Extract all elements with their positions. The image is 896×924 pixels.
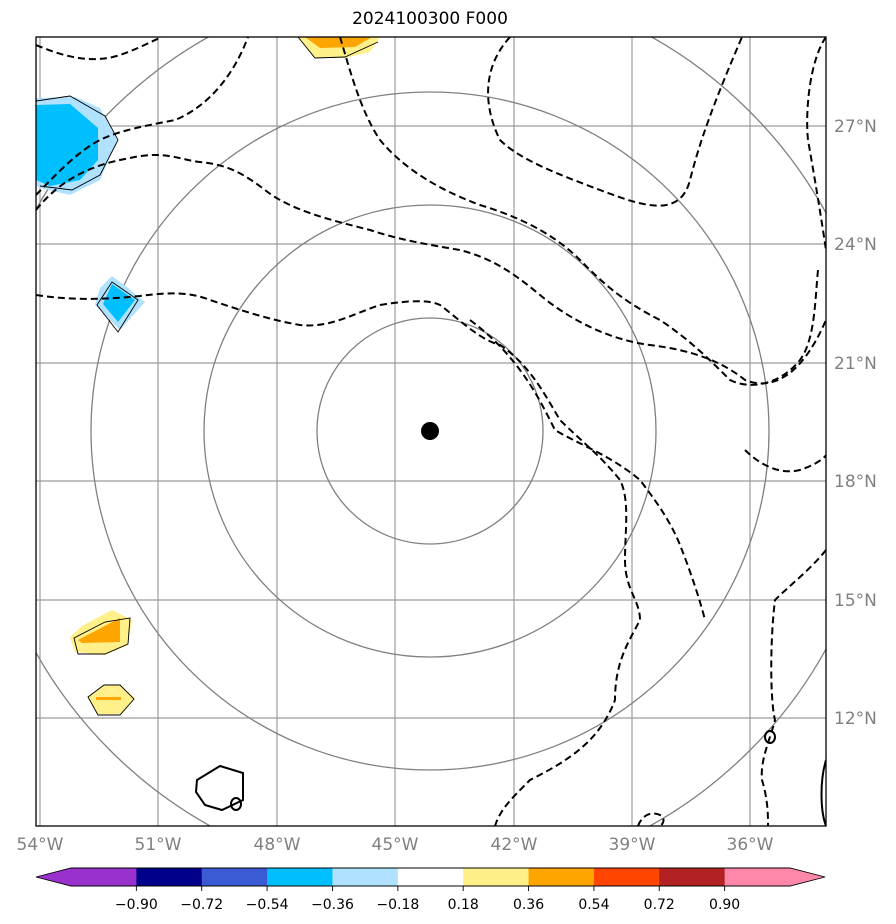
orange-core-west2: [96, 697, 121, 700]
outline-west2: [87, 684, 135, 716]
lat-label-15n: 15°N: [834, 591, 877, 611]
range-ring-1: [316, 317, 544, 545]
shaded-anomalies: [36, 37, 380, 714]
lon-label-51w: 51°W: [135, 835, 182, 855]
dashed-contours: [36, 37, 826, 826]
colorbar-segment: [332, 868, 399, 886]
colorbar-tick-label: −0.54: [246, 897, 289, 913]
range-ring-2: [203, 204, 657, 658]
dashed-contour-8: [469, 319, 706, 621]
colorbar-tick-label: 0.18: [448, 897, 479, 913]
colorbar: −0.90 −0.72 −0.54 −0.36 −0.18 0.18 0.36 0.54 0.7…: [35, 867, 826, 913]
range-ring-3: [90, 91, 770, 771]
lat-labels: 27°N 24°N 21°N 18°N 15°N 12°N: [834, 117, 877, 729]
colorbar-segment: [659, 868, 726, 886]
colorbar-segment: [724, 868, 791, 886]
dashed-contour-3: [36, 154, 826, 385]
colorbar-segment: [463, 868, 530, 886]
storm-center-marker: [421, 422, 439, 440]
colorbar-tick-label: 0.36: [513, 897, 544, 913]
lat-label-27n: 27°N: [834, 117, 877, 137]
orange-core-north: [305, 37, 372, 48]
colorbar-tick-label: 0.90: [709, 897, 740, 913]
dashed-contour-7: [806, 37, 826, 251]
map-title: 2024100300 F000: [352, 9, 508, 29]
map-frame: [35, 36, 827, 827]
dashed-contour-10: [760, 549, 826, 826]
lon-labels: 54°W 51°W 48°W 45°W 42°W 39°W 36°W: [17, 835, 774, 855]
lon-label-36w: 36°W: [727, 835, 774, 855]
dashed-contour-1: [36, 37, 163, 61]
colorbar-extend-right: [790, 868, 825, 886]
lon-label-54w: 54°W: [17, 835, 64, 855]
dashed-contour-11: [637, 812, 665, 826]
dashed-contour-2: [36, 37, 249, 196]
lon-label-39w: 39°W: [609, 835, 656, 855]
solid-contour-3: [764, 730, 776, 744]
colorbar-segment: [267, 868, 333, 886]
dashed-contour-4: [36, 292, 642, 826]
lat-label-21n: 21°N: [834, 354, 877, 374]
outline-orange-north: [297, 37, 379, 59]
range-rings: [36, 37, 826, 826]
dashed-contour-6: [487, 37, 743, 207]
colorbar-segment: [528, 868, 595, 886]
colorbar-segment: [71, 868, 137, 886]
outline-northwest: [36, 95, 119, 191]
colorbar-segment: [397, 868, 464, 886]
dashed-contour-9: [744, 449, 826, 473]
lat-label-12n: 12°N: [834, 709, 877, 729]
lon-label-48w: 48°W: [254, 835, 301, 855]
solid-contours: [194, 730, 826, 826]
blue-core-small: [103, 284, 135, 322]
colorbar-segment: [201, 868, 268, 886]
colorbar-extend-left: [36, 868, 71, 886]
colorbar-tick-label: 0.72: [644, 897, 675, 913]
colorbar-tick-label: 0.54: [578, 897, 609, 913]
colorbar-segment: [593, 868, 660, 886]
dashed-contour-5: [339, 37, 819, 386]
lon-label-42w: 42°W: [491, 835, 538, 855]
lat-label-24n: 24°N: [834, 235, 877, 255]
solid-contour-4: [820, 759, 826, 826]
colorbar-tick-label: −0.72: [180, 897, 223, 913]
shaded-outlines: [36, 37, 379, 716]
colorbar-tick-label: −0.90: [115, 897, 158, 913]
colorbar-tick-label: −0.36: [311, 897, 354, 913]
lon-label-45w: 45°W: [372, 835, 419, 855]
colorbar-tick-label: −0.18: [376, 897, 419, 913]
outline-small-blue: [96, 281, 139, 333]
orange-core-west1: [78, 618, 120, 643]
colorbar-segment: [136, 868, 203, 886]
lat-label-18n: 18°N: [834, 472, 877, 492]
colorbar-outline: [35, 867, 826, 887]
solid-contour-2: [230, 797, 242, 811]
solid-contour-1: [194, 764, 244, 812]
blue-core-northwest: [36, 104, 98, 186]
outline-west1: [73, 617, 131, 655]
gridlines: [36, 37, 826, 826]
